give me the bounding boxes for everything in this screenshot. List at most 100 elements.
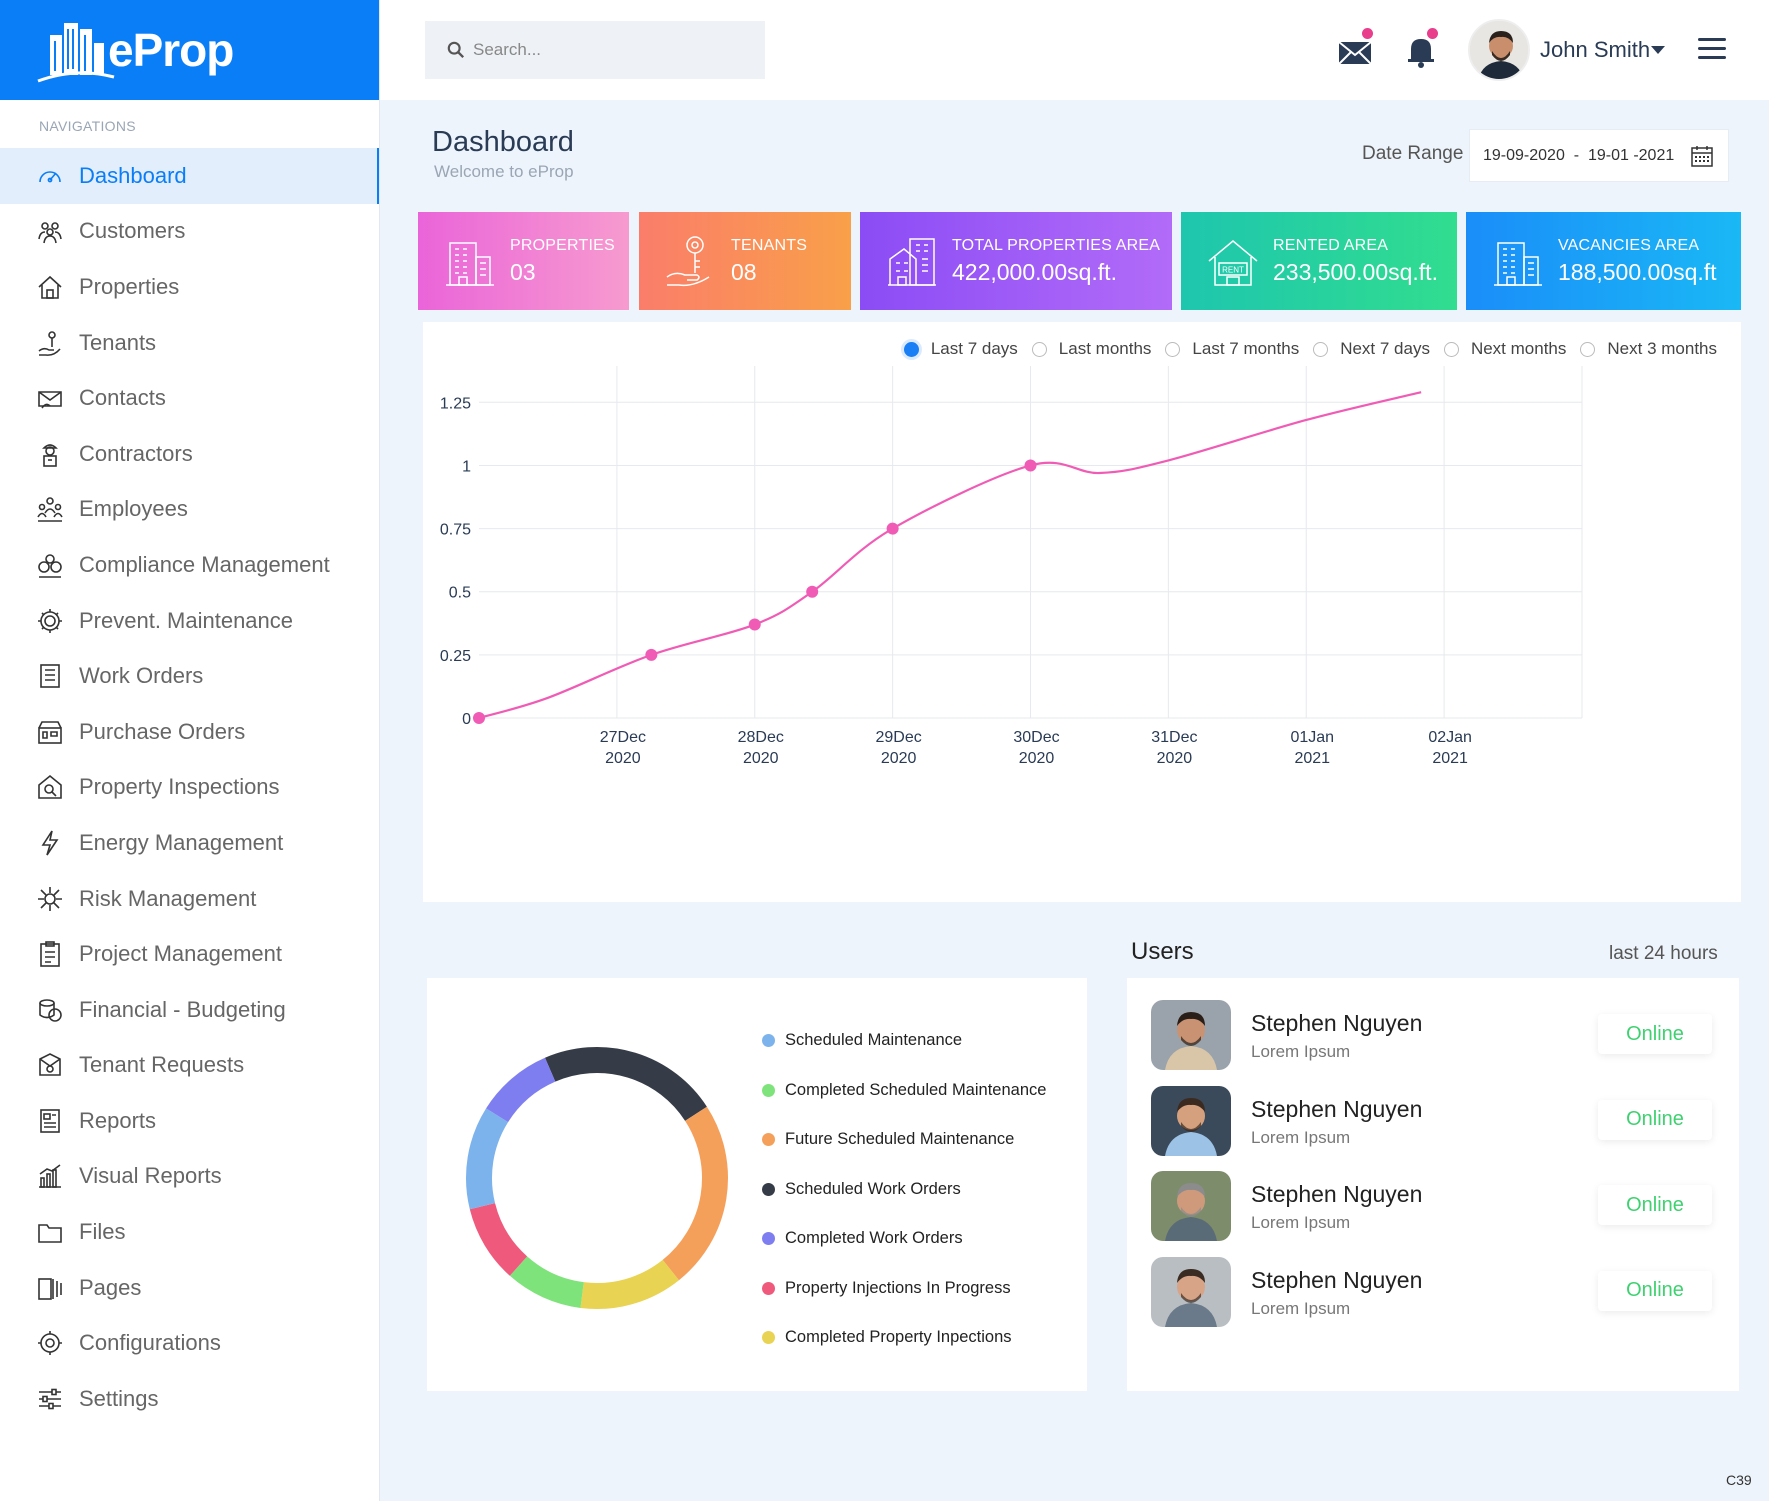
sidebar-item-compliance-management[interactable]: Compliance Management [0,537,379,593]
sidebar-item-dashboard[interactable]: Dashboard [0,148,379,204]
sidebar-item-tenants[interactable]: Tenants [0,315,379,371]
buildings-icon [886,233,938,289]
mail-icon[interactable] [1335,28,1377,70]
sidebar-item-project-management[interactable]: Project Management [0,926,379,982]
user-row[interactable]: Stephen Nguyen Lorem Ipsum Online [1151,1085,1721,1156]
legend-item[interactable]: Scheduled Maintenance [762,1016,1046,1066]
sidebar-item-work-orders[interactable]: Work Orders [0,648,379,704]
radio-button[interactable] [1031,341,1047,357]
range-option[interactable]: Next months [1443,339,1566,359]
folder-icon [36,1217,70,1247]
sidebar-item-configurations[interactable]: Configurations [0,1315,379,1371]
range-option[interactable]: Last 7 months [1165,339,1299,359]
legend-item[interactable]: Future Scheduled Maintenance [762,1115,1046,1165]
sidebar-item-label: Properties [79,273,180,299]
user-name[interactable]: John Smith [1540,37,1651,62]
sidebar-item-financial-budgeting[interactable]: Financial - Budgeting [0,982,379,1038]
sidebar-item-reports[interactable]: Reports [0,1093,379,1149]
legend-item[interactable]: Completed Work Orders [762,1214,1046,1264]
bell-icon[interactable] [1400,28,1442,70]
radio-button[interactable] [903,341,919,357]
sidebar-item-label: Contacts [79,385,166,411]
sidebar-item-contractors[interactable]: Contractors [0,426,379,482]
sidebar-item-label: Customers [79,218,186,244]
date-range-picker[interactable]: 19-09-2020 - 19-01 -2021 [1469,129,1729,182]
card-vacancies-area[interactable]: VACANCIES AREA 188,500.00sq.ft [1466,212,1741,310]
sidebar-item-risk-management[interactable]: Risk Management [0,871,379,927]
sidebar-item-pages[interactable]: Pages [0,1260,379,1316]
card-title: TENANTS [731,236,808,254]
card-properties[interactable]: PROPERTIES 03 [418,212,629,310]
x-tick-label: 27Dec [600,729,646,746]
sidebar-item-employees[interactable]: Employees [0,482,379,538]
data-point[interactable] [748,618,761,631]
radio-button[interactable] [1313,341,1329,357]
x-tick-label: 28Dec [738,729,784,746]
data-point[interactable] [886,522,899,535]
card-tenants[interactable]: TENANTS 08 [639,212,851,310]
gear-money-icon [36,606,70,636]
radio-button[interactable] [1165,341,1181,357]
search-box[interactable] [425,21,765,79]
users-icon [36,216,70,246]
hamburger-menu-icon[interactable] [1698,38,1726,60]
data-point[interactable] [806,585,819,598]
group-icon [36,494,70,524]
sidebar-item-tenant-requests[interactable]: Tenant Requests [0,1038,379,1094]
range-option-label: Last months [1058,339,1152,358]
donut-slice[interactable] [662,1106,728,1281]
sidebar-item-purchase-orders[interactable]: Purchase Orders [0,704,379,760]
legend-label: Scheduled Work Orders [785,1179,961,1198]
legend-item[interactable]: Completed Scheduled Maintenance [762,1066,1046,1116]
legend-item[interactable]: Property Injections In Progress [762,1264,1046,1314]
user-row[interactable]: Stephen Nguyen Lorem Ipsum Online [1151,1171,1721,1241]
radio-button[interactable] [1580,341,1596,357]
sidebar-item-contacts[interactable]: Contacts [0,370,379,426]
user-avatar [1151,1256,1231,1327]
sidebar-item-label: Energy Management [79,829,284,855]
search-input[interactable] [473,40,753,60]
range-option[interactable]: Last months [1031,339,1152,359]
sidebar-item-files[interactable]: Files [0,1204,379,1260]
card-total-area[interactable]: TOTAL PROPERTIES AREA 422,000.00sq.ft. [860,212,1172,310]
donut-slice[interactable] [544,1047,707,1122]
sidebar-item-energy-management[interactable]: Energy Management [0,815,379,871]
sidebar-item-settings[interactable]: Settings [0,1371,379,1427]
donut-slice[interactable] [466,1108,509,1210]
bar-chart-icon [36,1161,70,1191]
data-point[interactable] [1024,459,1037,472]
lightning-icon [36,828,70,858]
legend-item[interactable]: Scheduled Work Orders [762,1165,1046,1215]
legend-item[interactable]: Completed Property Inpections [762,1313,1046,1363]
sidebar-item-visual-reports[interactable]: Visual Reports [0,1149,379,1205]
range-option[interactable]: Next 7 days [1313,339,1430,359]
app-logo[interactable]: eProp [0,0,379,100]
donut-slice[interactable] [469,1202,528,1276]
footer-code: C39 [1726,1472,1752,1488]
sidebar-item-property-inspections[interactable]: Property Inspections [0,760,379,816]
data-point[interactable] [473,712,485,724]
data-point[interactable] [645,648,658,661]
y-tick-label: 1 [462,458,471,475]
user-role: Lorem Ipsum [1251,1042,1351,1061]
caret-down-icon[interactable] [1651,46,1665,54]
user-avatar [1151,1171,1231,1241]
user-row[interactable]: Stephen Nguyen Lorem Ipsum Online [1151,1000,1721,1070]
sidebar-item-customers[interactable]: Customers [0,204,379,260]
sidebar-item-label: Prevent. Maintenance [79,607,294,633]
card-title: VACANCIES AREA [1558,236,1700,254]
calendar-icon[interactable] [1690,144,1714,168]
radio-button[interactable] [1443,341,1459,357]
sidebar-item-properties[interactable]: Properties [0,259,379,315]
range-option[interactable]: Next 3 months [1580,339,1717,359]
user-row[interactable]: Stephen Nguyen Lorem Ipsum Online [1151,1256,1721,1327]
donut-slice[interactable] [509,1256,585,1308]
brand-name: eProp [108,24,234,76]
range-option[interactable]: Last 7 days [903,339,1018,359]
donut-slice[interactable] [486,1057,556,1123]
sidebar-item-prevent-maintenance[interactable]: Prevent. Maintenance [0,593,379,649]
donut-slice[interactable] [580,1259,679,1309]
building-icon [1492,233,1544,289]
card-rented-area[interactable]: RENT RENTED AREA 233,500.00sq.ft. [1181,212,1457,310]
user-avatar[interactable] [1468,19,1530,81]
